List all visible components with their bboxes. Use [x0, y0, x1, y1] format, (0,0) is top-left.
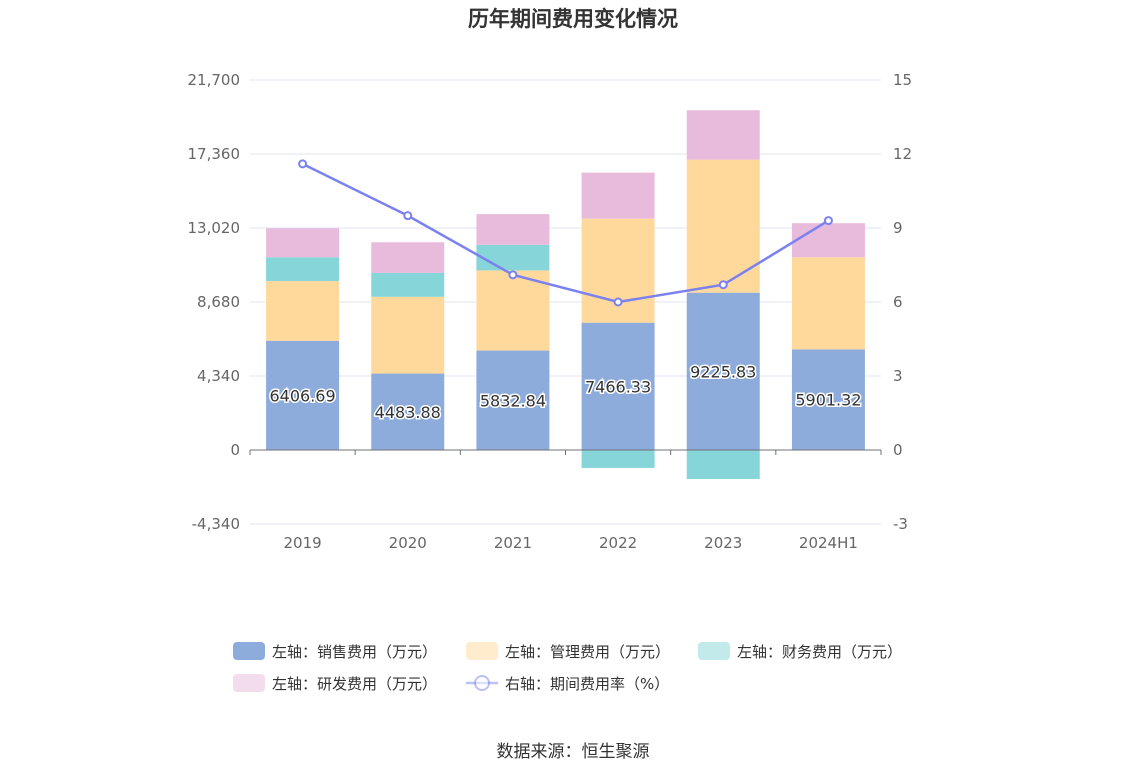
bar-segment: [476, 270, 550, 351]
bar-segment: [476, 244, 550, 271]
left-tick-label: 4,340: [197, 367, 240, 385]
rate-point: [718, 280, 728, 290]
bar-value-label: 9225.83: [690, 362, 756, 381]
source-note: 数据来源：恒生聚源: [497, 742, 650, 762]
bar-value-label: 4483.88: [375, 403, 441, 422]
bar-value-label: 6406.69: [269, 386, 335, 405]
rate-point: [823, 216, 833, 226]
bars: [266, 110, 865, 479]
legend-swatch: [233, 674, 265, 692]
bar-segment: [266, 340, 340, 450]
right-tick-label: 6: [893, 293, 903, 311]
bar-segment: [581, 172, 655, 219]
legend-label: 左轴：财务费用（万元）: [737, 643, 902, 661]
legend-marker-swatch: [474, 675, 490, 691]
left-tick-label: -4,340: [192, 515, 240, 533]
bar-segment: [371, 296, 445, 374]
x-tick-label: 2023: [704, 534, 742, 552]
bar-segment: [581, 218, 655, 323]
left-tick-label: 8,680: [197, 293, 240, 311]
bar-segment: [686, 159, 760, 293]
bar-segment: [791, 349, 865, 450]
legend-item[interactable]: 右轴：期间费用率（%）: [466, 675, 669, 693]
x-tick-label: 2019: [283, 534, 321, 552]
bar-segment: [371, 373, 445, 450]
x-tick-label: 2022: [599, 534, 637, 552]
rate-point: [298, 159, 308, 169]
grid: [250, 79, 881, 525]
x-tick-label: 2020: [389, 534, 427, 552]
legend-label: 左轴：管理费用（万元）: [505, 643, 670, 661]
legend[interactable]: 左轴：销售费用（万元） 左轴：管理费用（万元） 左轴：财务费用（万元） 左轴：研发费用…: [233, 642, 902, 693]
rate-point: [613, 297, 623, 307]
right-tick-label: 12: [893, 145, 912, 163]
bar-segment: [791, 257, 865, 350]
bar-segment: [266, 281, 340, 341]
bar-segment: [476, 214, 550, 245]
bar-value-label: 7466.33: [585, 377, 651, 396]
rate-point: [508, 270, 518, 280]
legend-swatch: [466, 642, 498, 660]
legend-item[interactable]: 左轴：管理费用（万元）: [466, 642, 670, 661]
left-tick-label: 0: [230, 441, 240, 459]
right-tick-label: 3: [893, 367, 903, 385]
bar-labels: 6406.69 4483.88 5832.84 7466.33 9225.83 5901.…: [268, 361, 863, 423]
legend-item[interactable]: 左轴：财务费用（万元）: [698, 642, 902, 661]
legend-label: 左轴：销售费用（万元）: [272, 643, 437, 661]
legend-item[interactable]: 左轴：研发费用（万元）: [233, 674, 437, 693]
bar-value-label: 5832.84: [480, 391, 546, 410]
left-tick-label: 21,700: [188, 71, 241, 89]
left-tick-label: 13,020: [188, 219, 241, 237]
bar-segment: [686, 450, 760, 479]
rate-point: [403, 211, 413, 221]
bar-segment: [371, 242, 445, 273]
legend-swatch: [698, 642, 730, 660]
chart-title: 历年期间费用变化情况: [468, 7, 678, 31]
right-tick-label: -3: [893, 515, 908, 533]
bar-segment: [266, 228, 340, 258]
bar-segment: [371, 272, 445, 297]
bar-value-label: 5901.32: [795, 391, 861, 410]
bar-segment: [266, 257, 340, 282]
bar-segment: [791, 223, 865, 258]
x-tick-label: 2021: [494, 534, 532, 552]
rate-line: [298, 159, 833, 307]
axes: 21,700 15 17,360 12 13,020 9 8,680 6 4,340 3 0 0 -4,…: [188, 71, 913, 552]
bar-segment: [476, 350, 550, 450]
legend-swatch: [233, 642, 265, 660]
legend-item[interactable]: 左轴：销售费用（万元）: [233, 642, 437, 661]
bar-segment: [686, 110, 760, 160]
bar-segment: [686, 292, 760, 450]
right-tick-label: 15: [893, 71, 912, 89]
bar-segment: [581, 322, 655, 450]
right-tick-label: 9: [893, 219, 903, 237]
rate-line-path: [302, 162, 830, 304]
legend-label: 左轴：研发费用（万元）: [272, 675, 437, 693]
x-tick-label: 2024H1: [799, 534, 858, 552]
left-tick-label: 17,360: [188, 145, 241, 163]
legend-label: 右轴：期间费用率（%）: [505, 675, 669, 693]
bar-segment: [581, 450, 655, 468]
right-tick-label: 0: [893, 441, 903, 459]
